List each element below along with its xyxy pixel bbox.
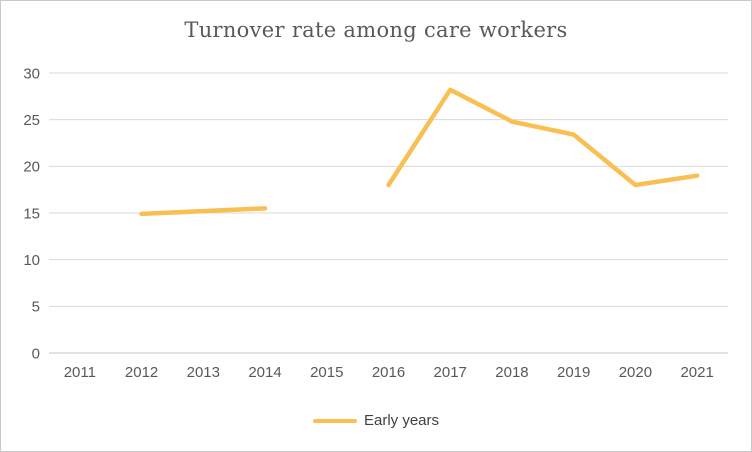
x-tick-label: 2015	[310, 364, 343, 381]
legend: Early years	[1, 412, 751, 429]
legend-line-swatch	[312, 418, 357, 423]
x-tick-label: 2017	[434, 364, 467, 381]
x-tick-label: 2014	[248, 364, 281, 381]
y-tick-label: 10	[23, 252, 40, 269]
x-tick-label: 2012	[125, 364, 158, 381]
y-tick-label: 15	[23, 205, 40, 222]
x-tick-label: 2021	[680, 364, 713, 381]
chart-title: Turnover rate among care workers	[184, 18, 568, 42]
y-tick-label: 0	[32, 345, 40, 362]
x-tick-label: 2018	[495, 364, 528, 381]
y-tick-label: 30	[23, 65, 40, 82]
y-tick-label: 25	[23, 112, 40, 129]
series-line-early-years	[139, 206, 268, 217]
y-tick-label: 5	[32, 299, 40, 316]
y-tick-label: 20	[23, 159, 40, 176]
x-tick-label: 2013	[187, 364, 220, 381]
x-tick-label: 2019	[557, 364, 590, 381]
legend-label: Early years	[363, 412, 440, 429]
x-tick-label: 2016	[372, 364, 405, 381]
x-tick-label: 2020	[619, 364, 652, 381]
series-line-early-years	[386, 87, 700, 188]
x-tick-label: 2011	[64, 364, 96, 381]
